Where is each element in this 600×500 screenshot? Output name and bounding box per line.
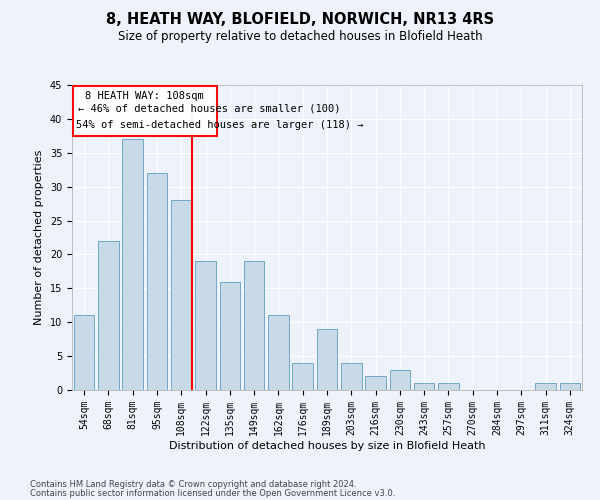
Bar — [389, 370, 410, 390]
Bar — [317, 329, 337, 390]
Bar — [414, 383, 434, 390]
Bar — [74, 316, 94, 390]
Bar — [365, 376, 386, 390]
FancyBboxPatch shape — [73, 86, 217, 136]
Text: 8, HEATH WAY, BLOFIELD, NORWICH, NR13 4RS: 8, HEATH WAY, BLOFIELD, NORWICH, NR13 4R… — [106, 12, 494, 28]
Text: Contains HM Land Registry data © Crown copyright and database right 2024.: Contains HM Land Registry data © Crown c… — [30, 480, 356, 489]
Text: ← 46% of detached houses are smaller (100): ← 46% of detached houses are smaller (10… — [79, 103, 341, 113]
Bar — [98, 241, 119, 390]
Bar — [171, 200, 191, 390]
Bar — [535, 383, 556, 390]
Y-axis label: Number of detached properties: Number of detached properties — [34, 150, 44, 325]
Text: Size of property relative to detached houses in Blofield Heath: Size of property relative to detached ho… — [118, 30, 482, 43]
Bar — [341, 363, 362, 390]
Text: Contains public sector information licensed under the Open Government Licence v3: Contains public sector information licen… — [30, 488, 395, 498]
Bar — [268, 316, 289, 390]
Text: 8 HEATH WAY: 108sqm: 8 HEATH WAY: 108sqm — [85, 91, 204, 101]
Bar — [195, 261, 216, 390]
Bar — [122, 139, 143, 390]
X-axis label: Distribution of detached houses by size in Blofield Heath: Distribution of detached houses by size … — [169, 440, 485, 450]
Text: 54% of semi-detached houses are larger (118) →: 54% of semi-detached houses are larger (… — [76, 120, 363, 130]
Bar — [146, 173, 167, 390]
Bar — [438, 383, 459, 390]
Bar — [220, 282, 240, 390]
Bar — [560, 383, 580, 390]
Bar — [292, 363, 313, 390]
Bar — [244, 261, 265, 390]
